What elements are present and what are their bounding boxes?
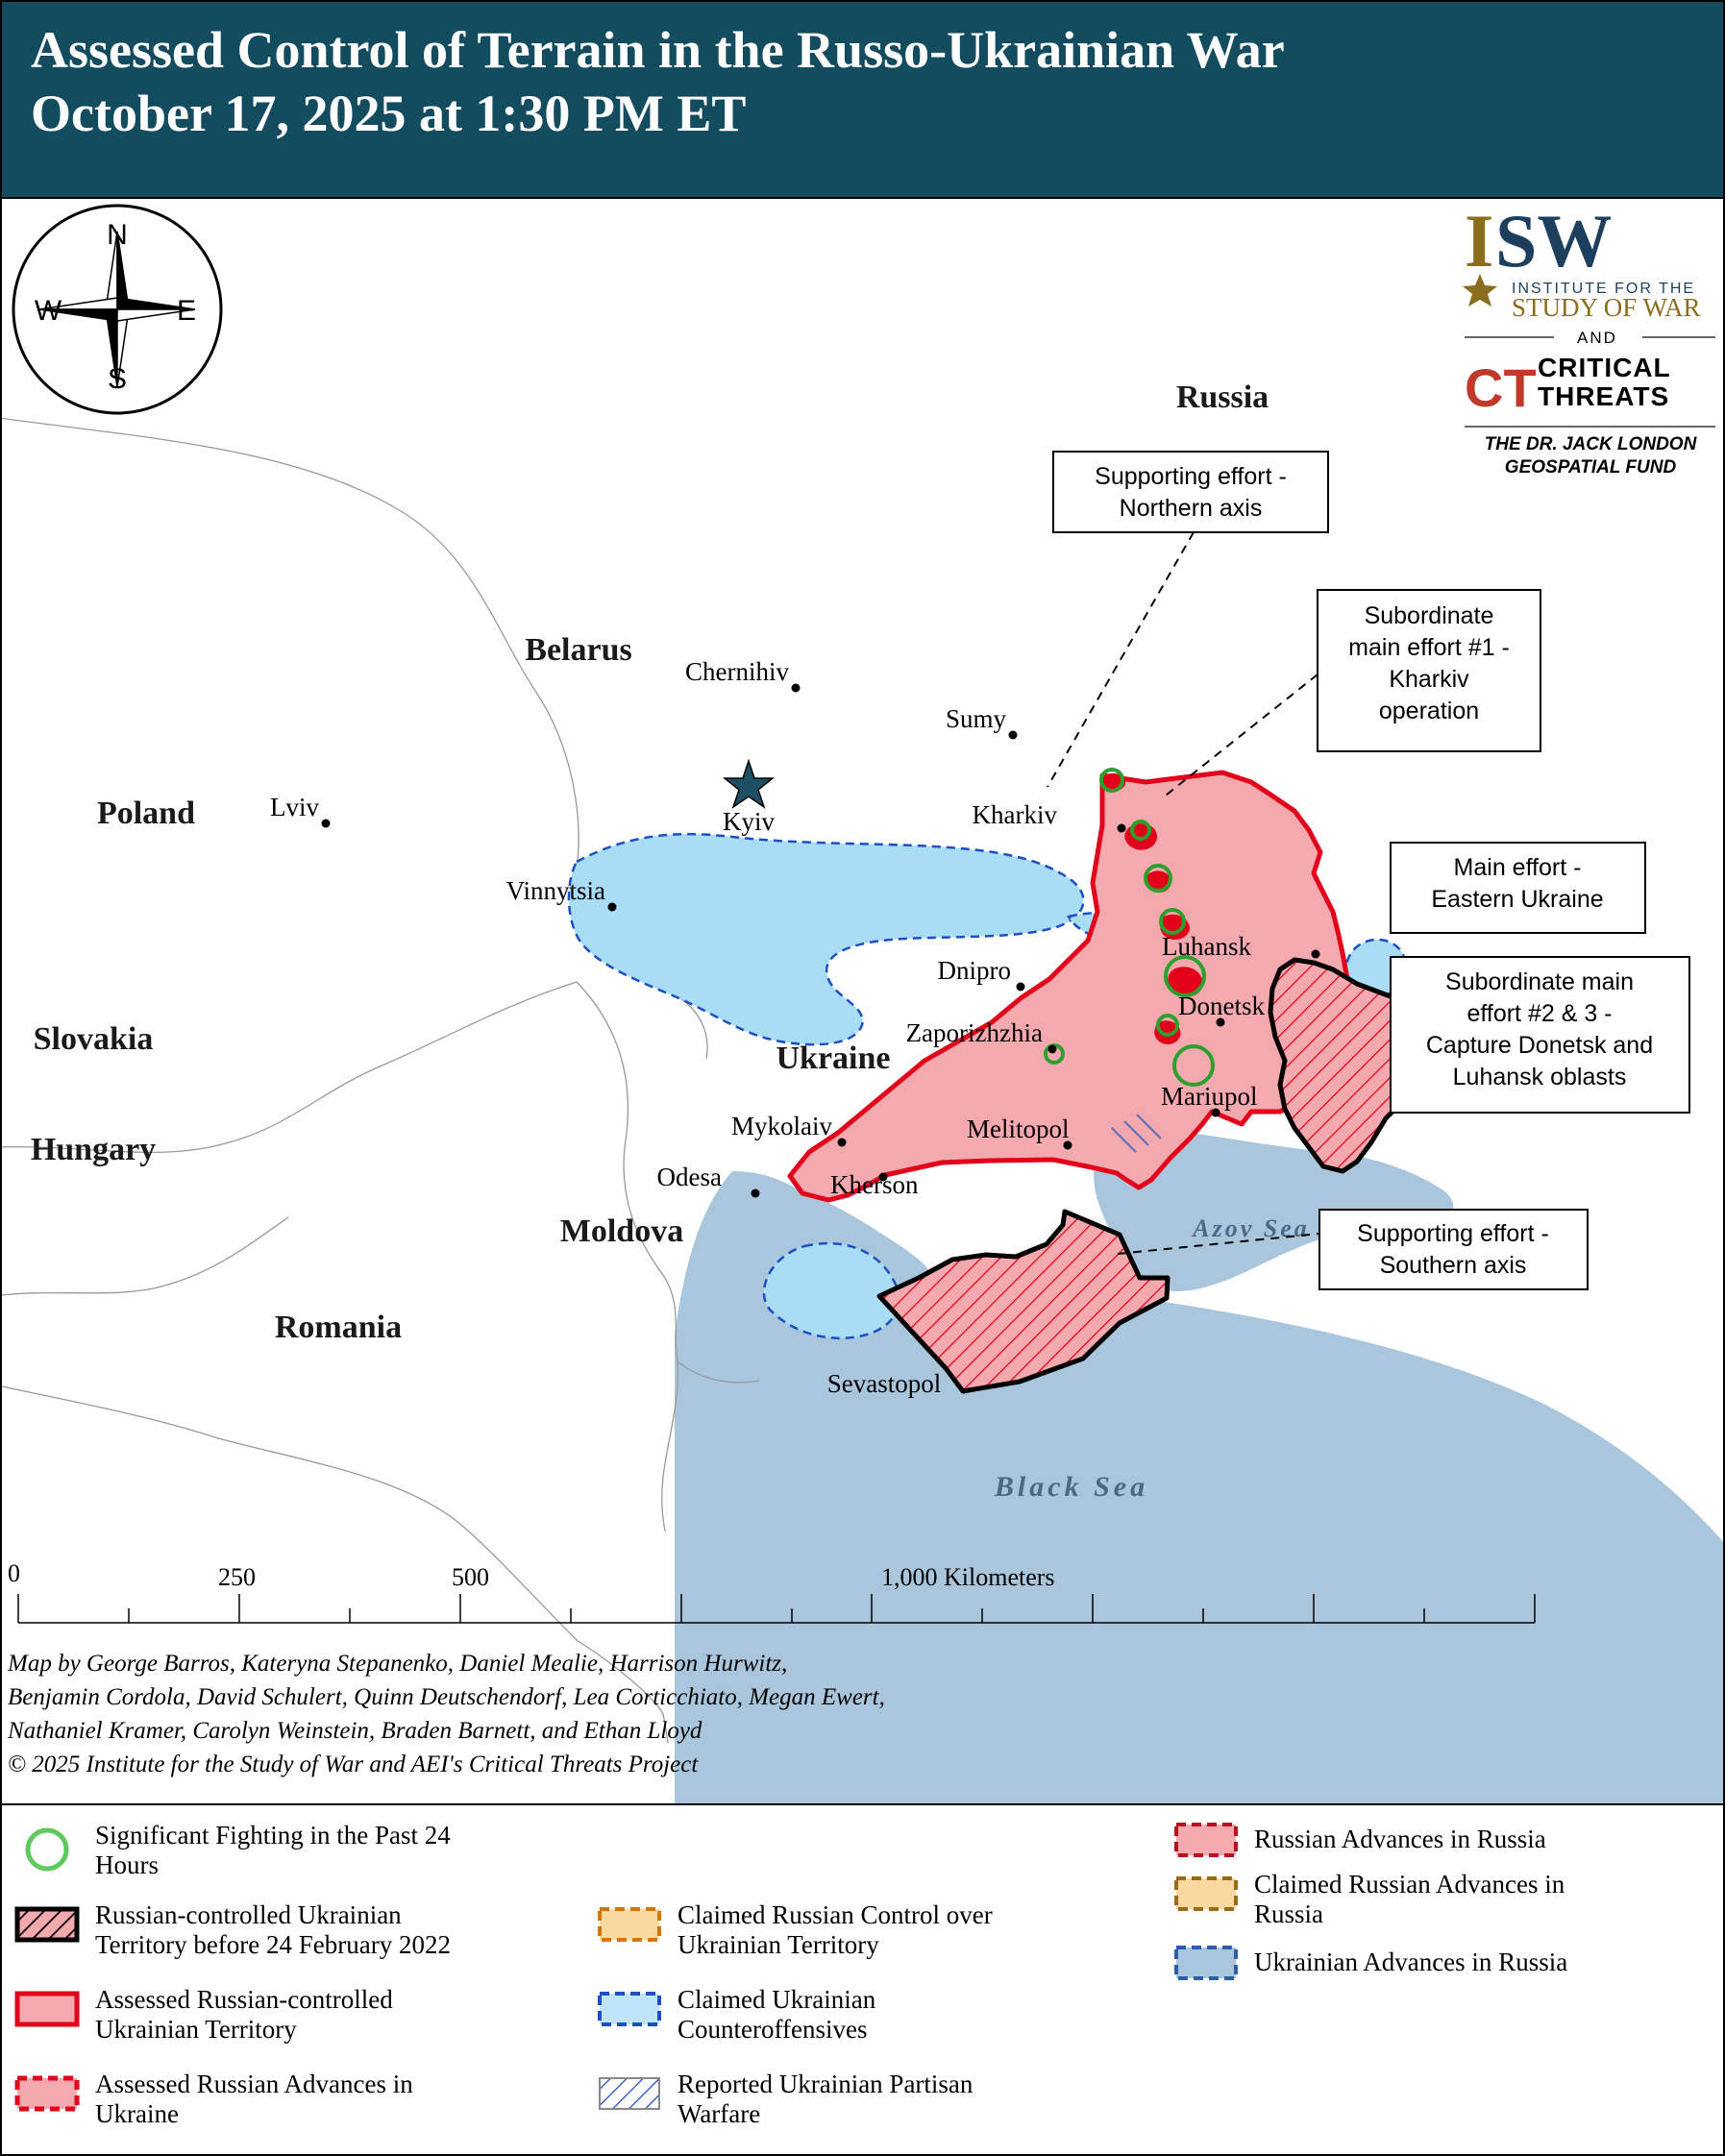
- svg-text:AND: AND: [1577, 329, 1617, 347]
- svg-text:Significant Fighting in the Pa: Significant Fighting in the Past 24: [95, 1821, 451, 1850]
- svg-text:Warfare: Warfare: [678, 2099, 760, 2128]
- svg-text:Dnipro: Dnipro: [938, 956, 1012, 985]
- svg-text:Russian-controlled Ukrainian: Russian-controlled Ukrainian: [95, 1900, 402, 1929]
- svg-text:Claimed Russian Control over: Claimed Russian Control over: [678, 1900, 993, 1929]
- svg-text:Subordinate main: Subordinate main: [1445, 968, 1634, 995]
- svg-text:Moldova: Moldova: [560, 1213, 683, 1249]
- svg-text:Slovakia: Slovakia: [34, 1021, 154, 1057]
- svg-text:Kharkiv: Kharkiv: [973, 800, 1058, 829]
- svg-text:Ukrainian Territory: Ukrainian Territory: [678, 1930, 879, 1959]
- svg-text:Russian Advances in Russia: Russian Advances in Russia: [1254, 1825, 1546, 1853]
- svg-text:Sevastopol: Sevastopol: [827, 1369, 942, 1398]
- svg-text:effort #2 & 3 -: effort #2 & 3 -: [1466, 1000, 1612, 1027]
- svg-text:0: 0: [8, 1559, 20, 1587]
- svg-text:© 2025 Institute for the Study: © 2025 Institute for the Study of War an…: [8, 1752, 699, 1777]
- svg-text:Northern axis: Northern axis: [1120, 495, 1263, 522]
- svg-text:Nathaniel Kramer, Carolyn Wein: Nathaniel Kramer, Carolyn Weinstein, Bra…: [7, 1718, 702, 1744]
- svg-text:Ukraine: Ukraine: [776, 1041, 891, 1076]
- svg-text:Mariupol: Mariupol: [1161, 1082, 1258, 1111]
- svg-text:THREATS: THREATS: [1538, 381, 1669, 411]
- svg-text:CRITICAL: CRITICAL: [1538, 353, 1671, 382]
- svg-text:Supporting effort -: Supporting effort -: [1357, 1220, 1549, 1247]
- svg-text:Russia: Russia: [1176, 380, 1269, 415]
- svg-text:250: 250: [218, 1563, 256, 1591]
- svg-text:Benjamin Cordola, David Schule: Benjamin Cordola, David Schulert, Quinn …: [8, 1684, 885, 1710]
- svg-text:Ukraine: Ukraine: [95, 2099, 179, 2128]
- svg-text:Kyiv: Kyiv: [723, 807, 776, 836]
- svg-text:1,000 Kilometers: 1,000 Kilometers: [881, 1563, 1055, 1591]
- svg-text:I: I: [1465, 201, 1493, 282]
- svg-text:500: 500: [452, 1563, 489, 1591]
- svg-text:Eastern Ukraine: Eastern Ukraine: [1431, 886, 1603, 913]
- svg-text:Kherson: Kherson: [830, 1170, 919, 1199]
- svg-text:Reported Ukrainian Partisan: Reported Ukrainian Partisan: [678, 2070, 973, 2098]
- svg-text:Ukrainian Advances in Russia: Ukrainian Advances in Russia: [1254, 1948, 1567, 1976]
- svg-text:CT: CT: [1465, 357, 1537, 418]
- svg-text:Melitopol: Melitopol: [967, 1115, 1070, 1143]
- svg-text:Belarus: Belarus: [525, 632, 631, 668]
- svg-text:Sumy: Sumy: [946, 704, 1007, 733]
- svg-text:SW: SW: [1495, 201, 1612, 282]
- svg-text:operation: operation: [1379, 698, 1479, 724]
- svg-text:Capture Donetsk and: Capture Donetsk and: [1426, 1032, 1653, 1059]
- svg-text:Subordinate: Subordinate: [1365, 602, 1494, 629]
- svg-text:Chernihiv: Chernihiv: [685, 657, 789, 686]
- svg-text:Luhansk: Luhansk: [1162, 932, 1251, 961]
- svg-text:Azov Sea: Azov Sea: [1191, 1214, 1310, 1242]
- svg-text:Russia: Russia: [1254, 1899, 1323, 1928]
- svg-text:Hungary: Hungary: [31, 1132, 156, 1167]
- svg-text:Supporting effort -: Supporting effort -: [1095, 463, 1287, 490]
- svg-text:Vinnytsia: Vinnytsia: [506, 876, 605, 905]
- svg-text:Zaporizhzhia: Zaporizhzhia: [906, 1018, 1043, 1047]
- svg-text:Map by George Barros, Kateryna: Map by George Barros, Kateryna Stepanenk…: [7, 1651, 787, 1677]
- svg-text:Odesa: Odesa: [657, 1163, 722, 1191]
- svg-text:Poland: Poland: [97, 796, 195, 831]
- svg-text:Claimed Russian Advances in: Claimed Russian Advances in: [1254, 1870, 1565, 1899]
- svg-text:Lviv: Lviv: [270, 793, 319, 821]
- svg-text:Luhansk oblasts: Luhansk oblasts: [1453, 1064, 1627, 1090]
- svg-text:Black Sea: Black Sea: [994, 1471, 1148, 1503]
- svg-text:GEOSPATIAL FUND: GEOSPATIAL FUND: [1505, 457, 1677, 478]
- svg-text:Territory before 24 February 2: Territory before 24 February 2022: [95, 1930, 451, 1959]
- svg-text:Main effort -: Main effort -: [1454, 854, 1582, 881]
- svg-text:W: W: [35, 295, 62, 327]
- svg-text:Hours: Hours: [95, 1850, 159, 1879]
- svg-text:E: E: [177, 295, 196, 327]
- svg-text:Assessed Russian Advances in: Assessed Russian Advances in: [95, 2070, 413, 2098]
- svg-text:Claimed Ukrainian: Claimed Ukrainian: [678, 1985, 876, 2014]
- svg-text:N: N: [107, 219, 128, 251]
- svg-text:main effort #1 -: main effort #1 -: [1348, 634, 1510, 661]
- svg-text:Donetsk: Donetsk: [1178, 992, 1265, 1020]
- svg-text:Romania: Romania: [275, 1310, 402, 1345]
- svg-text:S: S: [108, 363, 127, 395]
- svg-text:STUDY OF WAR: STUDY OF WAR: [1512, 293, 1701, 322]
- svg-text:Assessed Russian-controlled: Assessed Russian-controlled: [95, 1985, 393, 2014]
- svg-text:THE DR. JACK LONDON: THE DR. JACK LONDON: [1485, 434, 1698, 454]
- svg-text:Kharkiv: Kharkiv: [1389, 666, 1469, 693]
- svg-text:Mykolaiv: Mykolaiv: [731, 1112, 832, 1140]
- svg-text:Counteroffensives: Counteroffensives: [678, 2015, 867, 2044]
- svg-text:Southern axis: Southern axis: [1380, 1252, 1527, 1279]
- svg-text:Ukrainian Territory: Ukrainian Territory: [95, 2015, 297, 2044]
